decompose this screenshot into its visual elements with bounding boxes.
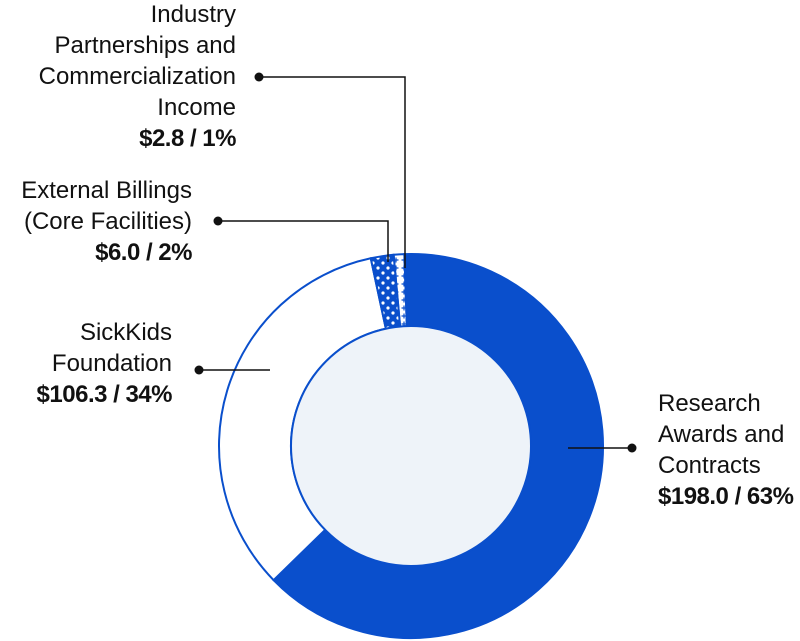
label-industry-partnerships-and-commercialization-income: Industry Partnerships and Commercializatio… [39,1,236,121]
value-label-external-billings-core-facilities: $6.0 / 2% [95,239,192,266]
leader-dot-industry-partnerships-and-commercialization-income [254,72,264,82]
value-label-industry-partnerships-and-commercialization-income: $2.8 / 1% [139,125,236,152]
label-line: (Core Facilities) [24,208,192,235]
donut-center [290,325,532,567]
leader-dot-research-awards-and-contracts [627,443,637,453]
donut-slices [218,253,604,639]
leader-dot-sickkids-foundation [194,365,204,375]
label-line: Partnerships and [55,32,236,59]
leader-dot-external-billings-core-facilities [213,216,223,226]
leader-external-billings-core-facilities [218,220,389,262]
label-line: Contracts [658,452,761,479]
label-line: External Billings [21,177,192,204]
value-label-sickkids-foundation: $106.3 / 34% [37,381,173,408]
label-sickkids-foundation: SickKids Foundation [52,319,172,377]
label-line: Foundation [52,350,172,377]
label-line: Industry [151,1,236,28]
label-research-awards-and-contracts: Research Awards and Contracts [658,390,784,479]
label-line: Commercialization [39,63,236,90]
leader-lines [194,72,637,453]
value-label-research-awards-and-contracts: $198.0 / 63% [658,483,794,510]
slice-labels: Industry Partnerships and Commercializatio… [21,1,794,510]
label-line: Research [658,390,761,417]
label-line: Income [157,94,236,121]
label-line: SickKids [80,319,172,346]
leader-industry-partnerships-and-commercialization-income [259,76,406,268]
label-external-billings-core-facilities: External Billings (Core Facilities) [21,177,192,235]
label-line: Awards and [658,421,784,448]
